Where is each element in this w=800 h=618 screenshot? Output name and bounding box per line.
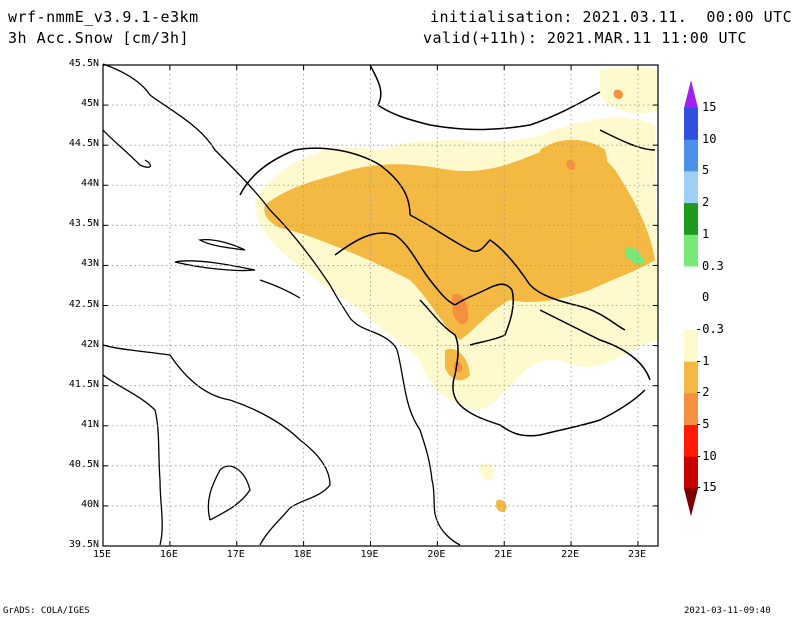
variable-title: 3h Acc.Snow [cm/3h] (8, 29, 190, 47)
colorbar-band (684, 171, 698, 204)
lon-tick-label: 16E (159, 549, 178, 560)
colorbar-band (684, 108, 698, 141)
lon-tick-label: 19E (360, 549, 379, 560)
lat-tick-label: 43N (80, 258, 99, 270)
snow-field-heavy (452, 89, 623, 372)
footer-timestamp: 2021-03-11-09:40 (684, 606, 771, 616)
colorbar-label: 0.3 (702, 258, 724, 273)
colorbar-band (684, 234, 698, 267)
init-time: initialisation: 2021.03.11. 00:00 UTC (430, 8, 793, 26)
coastlines (102, 63, 461, 546)
colorbar-band (684, 425, 698, 458)
colorbar-label: 2 (702, 195, 710, 210)
footer-credit: GrADS: COLA/IGES (3, 606, 90, 616)
colorbar-band (684, 203, 698, 236)
lat-tick-label: 39.5N (68, 539, 99, 550)
colorbar-band (684, 456, 698, 489)
lon-tick-label: 18E (293, 549, 312, 560)
colorbar-label: 0 (702, 290, 710, 305)
lat-tick-label: 42N (80, 338, 99, 350)
lat-tick-label: 43.5N (68, 218, 99, 230)
lon-tick-label: 22E (561, 549, 580, 560)
colorbar-label: -5 (695, 417, 710, 431)
colorbar-band (684, 329, 698, 363)
lat-tick-label: 44N (80, 178, 99, 190)
colorbar (684, 80, 698, 517)
model-title: wrf-nmmE_v3.9.1-e3km (8, 8, 199, 26)
lat-tick-label: 44.5N (68, 138, 99, 150)
lat-tick-label: 42.5N (68, 298, 99, 310)
lat-tick-label: 41N (80, 418, 99, 430)
colorbar-label: -10 (695, 448, 717, 463)
axis-ticks (102, 64, 658, 547)
snow-field-green (625, 246, 645, 265)
lat-tick-label: 45.5N (68, 58, 99, 69)
lat-tick-label: 41.5N (68, 378, 99, 390)
snow-field-moderate (264, 139, 655, 513)
colorbar-label: 15 (702, 100, 717, 114)
colorbar-band (684, 139, 698, 172)
colorbar-label: -15 (695, 480, 717, 495)
colorbar-band (684, 266, 698, 299)
colorbar-label: -0.3 (695, 321, 724, 336)
colorbar-label: -2 (695, 385, 710, 400)
lat-tick-label: 40N (80, 498, 99, 510)
lon-tick-label: 17E (226, 549, 245, 560)
lon-tick-label: 21E (494, 549, 513, 560)
colorbar-label: 5 (702, 163, 710, 178)
lat-tick-label: 45N (80, 98, 99, 110)
colorbar-cap-bottom (684, 488, 698, 517)
colorbar-band (684, 298, 698, 331)
colorbar-label: 1 (702, 226, 710, 241)
grid-lines (103, 65, 658, 546)
colorbar-label: 10 (702, 131, 717, 146)
lat-tick-label: 40.5N (68, 458, 99, 470)
colorbar-label: -1 (695, 353, 710, 368)
colorbar-band (684, 393, 698, 426)
lon-tick-label: 15E (93, 549, 112, 560)
colorbar-cap-top (684, 80, 698, 108)
borders (239, 64, 656, 437)
lon-tick-label: 23E (627, 549, 646, 560)
colorbar-band (684, 361, 698, 394)
valid-time: valid(+11h): 2021.MAR.11 11:00 UTC (423, 29, 748, 47)
lon-tick-label: 20E (427, 549, 446, 560)
